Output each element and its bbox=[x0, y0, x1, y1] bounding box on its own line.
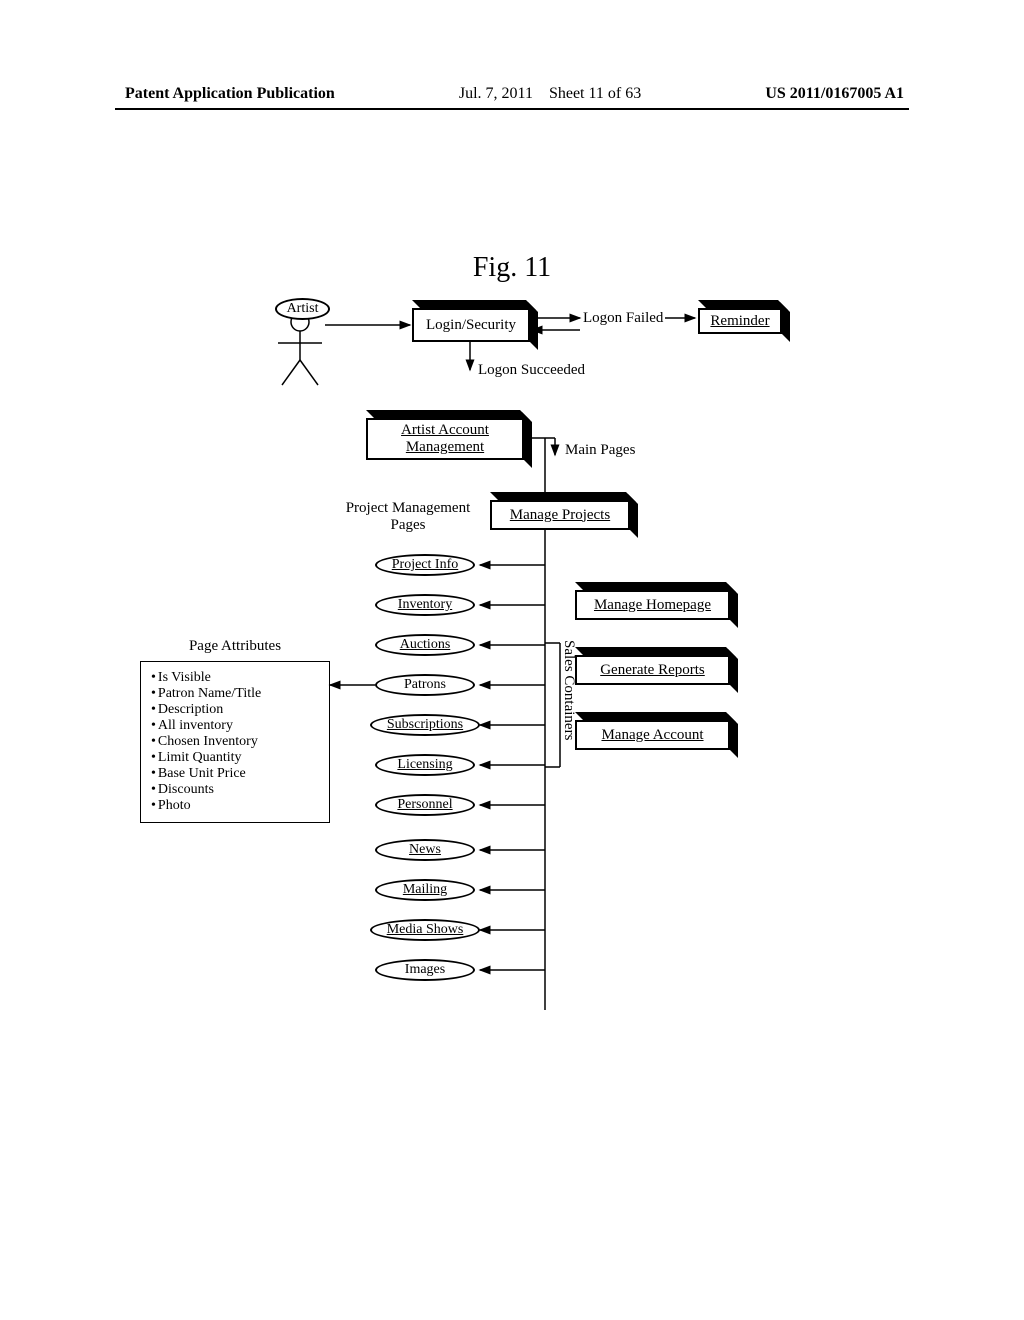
attr-item: Limit Quantity bbox=[151, 750, 319, 766]
header-rule bbox=[115, 108, 909, 110]
images-oval: Images bbox=[375, 959, 475, 981]
personnel-oval: Personnel bbox=[375, 794, 475, 816]
page-header: Patent Application Publication Jul. 7, 2… bbox=[0, 85, 1024, 103]
manage-homepage-box: Manage Homepage bbox=[575, 590, 730, 620]
news-oval: News bbox=[375, 839, 475, 861]
reminder-box: Reminder bbox=[698, 308, 782, 334]
header-right: US 2011/0167005 A1 bbox=[765, 85, 904, 103]
page-attributes-list: Is Visible Patron Name/Title Description… bbox=[151, 670, 319, 814]
attr-item: Patron Name/Title bbox=[151, 686, 319, 702]
mailing-oval: Mailing bbox=[375, 879, 475, 901]
logon-succeeded-label: Logon Succeeded bbox=[478, 362, 585, 379]
diagram: Artist Login/Security Logon Failed Remin… bbox=[120, 290, 900, 1050]
actor-artist bbox=[270, 310, 330, 395]
figure-title: Fig. 11 bbox=[0, 252, 1024, 284]
attr-item: Base Unit Price bbox=[151, 766, 319, 782]
attr-item: Description bbox=[151, 702, 319, 718]
stick-figure-icon bbox=[270, 310, 330, 390]
attr-item: Chosen Inventory bbox=[151, 734, 319, 750]
generate-reports-box: Generate Reports bbox=[575, 655, 730, 685]
page-attributes-box: Is Visible Patron Name/Title Description… bbox=[140, 661, 330, 823]
header-left: Patent Application Publication bbox=[125, 85, 335, 103]
manage-projects-box: Manage Projects bbox=[490, 500, 630, 530]
login-box: Login/Security bbox=[412, 308, 530, 342]
subscriptions-oval: Subscriptions bbox=[370, 714, 480, 736]
auctions-oval: Auctions bbox=[375, 634, 475, 656]
media-shows-oval: Media Shows bbox=[370, 919, 480, 941]
attr-item: Photo bbox=[151, 798, 319, 814]
project-info-oval: Project Info bbox=[375, 554, 475, 576]
main-pages-label: Main Pages bbox=[565, 442, 635, 459]
header-center: Jul. 7, 2011 Sheet 11 of 63 bbox=[459, 85, 641, 103]
attr-item: Discounts bbox=[151, 782, 319, 798]
attr-item: All inventory bbox=[151, 718, 319, 734]
attr-item: Is Visible bbox=[151, 670, 319, 686]
logon-failed-label: Logon Failed bbox=[583, 310, 663, 327]
project-mgmt-pages-label: Project Management Pages bbox=[338, 500, 478, 534]
page-attributes: Page Attributes Is Visible Patron Name/T… bbox=[140, 638, 330, 823]
patrons-oval: Patrons bbox=[375, 674, 475, 696]
artist-oval: Artist bbox=[275, 298, 330, 320]
inventory-oval: Inventory bbox=[375, 594, 475, 616]
sales-containers-label: Sales Containers bbox=[560, 640, 577, 740]
manage-account-box: Manage Account bbox=[575, 720, 730, 750]
licensing-oval: Licensing bbox=[375, 754, 475, 776]
page-attributes-title: Page Attributes bbox=[140, 638, 330, 655]
artist-account-box: Artist Account Management bbox=[366, 418, 524, 460]
